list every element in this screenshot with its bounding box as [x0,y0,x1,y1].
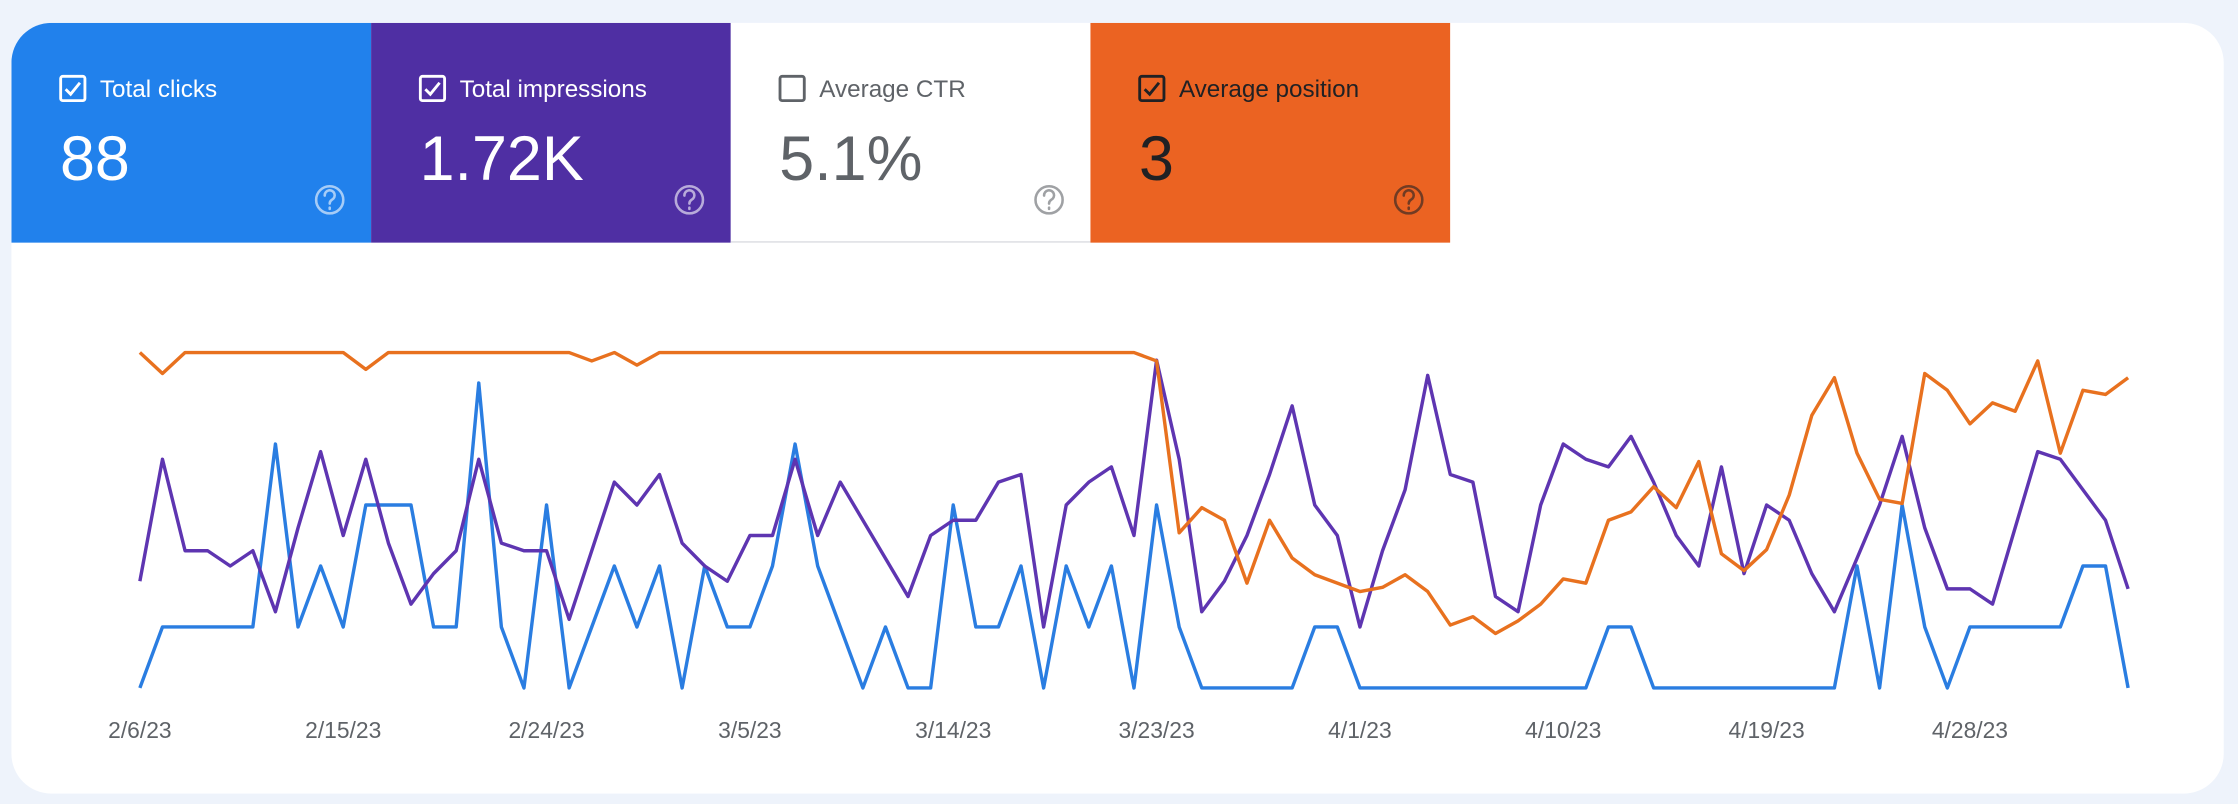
checkbox[interactable] [418,74,447,103]
x-tick-label: 3/23/23 [1118,717,1194,743]
card-background [730,22,1091,243]
x-tick-label: 2/6/23 [108,717,171,743]
chart: 2/6/23 2/15/23 2/24/23 3/5/23 3/14/23 3/23/23… [108,350,2130,743]
metric-card[interactable]: Total clicks 88 [11,22,372,243]
x-tick-label: 4/10/23 [1525,717,1601,743]
card-value: 3 [1139,124,1174,194]
metric-cards: Total clicks 88 Total impressions 1.72K Aver… [11,22,1451,243]
series-line [138,358,2130,629]
card-label: Average position [1179,76,1359,103]
x-tick-label: 2/24/23 [508,717,584,743]
checkbox[interactable] [1138,74,1166,103]
x-tick-label: 4/1/23 [1328,717,1391,743]
card-background [1090,22,1451,243]
card-label: Total impressions [460,76,647,103]
card-label: Average CTR [819,76,965,103]
checkmark [424,81,441,97]
help-icon-glyph [1042,189,1056,211]
card-background [371,22,731,243]
help-icon[interactable] [674,184,705,215]
card-value: 1.72K [420,124,584,194]
card-value: 88 [60,124,130,194]
metric-card[interactable]: Total impressions 1.72K [371,22,731,243]
card-background [11,22,372,243]
series-line [138,350,2130,636]
x-tick-label: 4/28/23 [1932,717,2008,743]
help-icon-glyph [323,189,336,211]
x-tick-label: 4/19/23 [1729,717,1805,743]
help-icon[interactable] [1034,184,1064,215]
metric-card[interactable]: Average CTR 5.1% [730,22,1091,243]
help-icon-glyph [1402,189,1415,211]
checkbox[interactable] [778,74,806,103]
help-icon[interactable] [314,184,345,215]
card-label: Total clicks [100,76,217,103]
checkmark [1143,81,1161,97]
x-tick-label: 3/5/23 [718,717,781,743]
x-tick-label: 3/14/23 [915,717,991,743]
help-icon[interactable] [1393,184,1424,215]
checkbox[interactable] [59,74,87,103]
series-line [138,381,2130,690]
checkmark [64,81,82,97]
card-value: 5.1% [779,124,922,194]
x-tick-label: 2/15/23 [305,717,381,743]
help-icon-glyph [683,189,696,211]
